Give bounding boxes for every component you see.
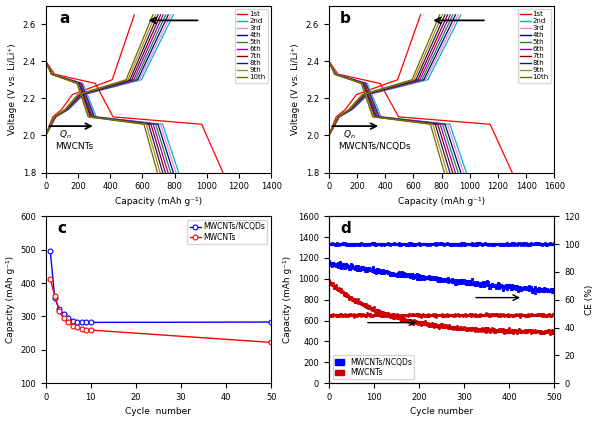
X-axis label: Cycle  number: Cycle number [125,408,191,417]
MWCNTs [65,319,72,325]
Y-axis label: Voltage (V vs. Li/Li⁺): Voltage (V vs. Li/Li⁺) [292,43,301,135]
Text: $Q_n$: $Q_n$ [343,128,356,141]
MWCNTs [460,326,467,331]
MWCNTs [510,328,517,333]
MWCNTs/NCQDs [433,277,440,282]
MWCNTs/NCQDs [56,306,63,311]
Text: MWCNTs/NCQDs: MWCNTs/NCQDs [338,142,410,151]
MWCNTs [326,277,333,282]
MWCNTs/NCQDs [546,288,553,293]
MWCNTs [69,323,76,328]
X-axis label: Capacity (mAh g⁻¹): Capacity (mAh g⁻¹) [115,197,202,206]
MWCNTs [51,293,58,298]
Legend: 1st, 2nd, 3rd, 4th, 5th, 6th, 7th, 8th, 9th, 10th: 1st, 2nd, 3rd, 4th, 5th, 6th, 7th, 8th, … [518,9,551,83]
MWCNTs/NCQDs [532,290,539,295]
MWCNTs [433,323,440,328]
MWCNTs [83,327,90,332]
MWCNTs [78,326,85,331]
Legend: MWCNTs/NCQDs, MWCNTs: MWCNTs/NCQDs, MWCNTs [332,355,415,379]
Line: MWCNTs: MWCNTs [328,279,555,335]
Line: MWCNTs: MWCNTs [48,276,274,345]
MWCNTs [545,328,553,333]
MWCNTs/NCQDs [460,279,467,284]
MWCNTs/NCQDs [78,320,85,325]
MWCNTs/NCQDs [74,319,81,325]
MWCNTs/NCQDs [434,277,441,282]
Line: MWCNTs/NCQDs: MWCNTs/NCQDs [48,248,274,325]
MWCNTs [268,340,275,345]
Text: d: d [340,221,351,236]
Text: b: b [340,11,351,26]
MWCNTs/NCQDs [51,295,58,300]
MWCNTs [434,323,441,328]
MWCNTs/NCQDs [326,259,333,264]
MWCNTs [60,316,67,321]
MWCNTs/NCQDs [83,320,90,325]
MWCNTs [87,327,94,333]
Line: MWCNTs/NCQDs: MWCNTs/NCQDs [328,260,555,293]
Y-axis label: Capacity (mAh g⁻¹): Capacity (mAh g⁻¹) [283,256,292,343]
Text: c: c [57,221,66,236]
MWCNTs [47,276,54,281]
Text: MWCNTs: MWCNTs [55,142,93,151]
MWCNTs [56,309,63,314]
MWCNTs/NCQDs [268,319,275,325]
MWCNTs [74,325,81,330]
Text: $Q_n$: $Q_n$ [59,128,71,141]
Y-axis label: CE (%): CE (%) [586,284,595,315]
MWCNTs/NCQDs [87,320,94,325]
MWCNTs/NCQDs [47,248,54,253]
X-axis label: Capacity (mAh g⁻¹): Capacity (mAh g⁻¹) [398,197,485,206]
MWCNTs [547,331,554,336]
MWCNTs/NCQDs [65,316,72,321]
MWCNTs/NCQDs [510,285,517,290]
MWCNTs/NCQDs [69,319,76,324]
MWCNTs/NCQDs [551,288,558,293]
MWCNTs/NCQDs [448,278,455,283]
Legend: 1st, 2nd, 3rd, 4th, 5th, 6th, 7th, 8th, 9th, 10th: 1st, 2nd, 3rd, 4th, 5th, 6th, 7th, 8th, … [235,9,268,83]
MWCNTs [551,330,558,335]
Y-axis label: Capacity (mAh g⁻¹): Capacity (mAh g⁻¹) [5,256,14,343]
Y-axis label: Voltage (V vs. Li/Li⁺): Voltage (V vs. Li/Li⁺) [8,43,17,135]
X-axis label: Cycle number: Cycle number [410,408,473,417]
Text: a: a [59,11,70,26]
Legend: MWCNTs/NCQDs, MWCNTs: MWCNTs/NCQDs, MWCNTs [187,220,268,244]
MWCNTs [448,325,455,330]
MWCNTs/NCQDs [60,311,67,316]
